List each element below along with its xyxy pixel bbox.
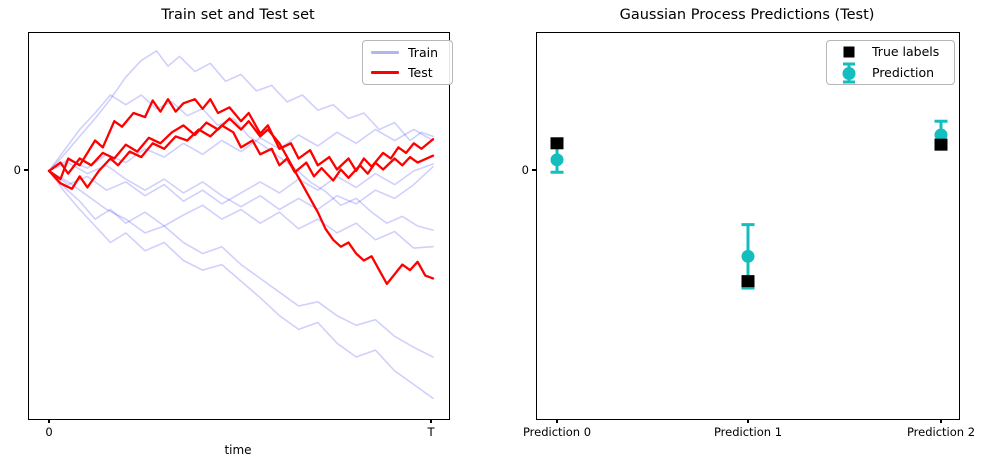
train-path	[48, 163, 434, 205]
prediction-mean-marker	[741, 249, 755, 263]
true-labels-marker-zone	[835, 44, 863, 61]
true-label-marker	[934, 138, 948, 151]
gp-predictions-axes	[536, 32, 960, 420]
black-square-icon	[843, 46, 855, 58]
true-labels-legend-label: True labels	[872, 44, 940, 59]
test-line-icon	[371, 71, 399, 74]
train-test-axes	[28, 32, 450, 420]
legend-row-test: Test	[371, 65, 443, 81]
errorbar-circle-icon	[842, 62, 856, 84]
legend-row-prediction: Prediction	[835, 62, 945, 84]
prediction-mean-marker	[550, 153, 564, 167]
right-ytick-label: 0	[521, 163, 529, 177]
train-path	[48, 170, 434, 249]
test-path	[47, 124, 435, 190]
gp-predictions-plot-canvas	[550, 119, 948, 290]
left-xaxis-label: time	[224, 443, 252, 457]
true-label-marker	[550, 137, 564, 150]
legend-row-train: Train	[371, 45, 443, 61]
train-test-legend: Train Test	[362, 40, 453, 85]
right-xtick-mark-0	[556, 419, 558, 423]
right-xtick-label-2: Prediction 2	[906, 425, 976, 439]
train-path	[48, 94, 434, 231]
right-plot-title: Gaussian Process Predictions (Test)	[619, 7, 875, 23]
right-ytick-mark	[532, 169, 536, 171]
legend-row-true-labels: True labels	[835, 44, 945, 61]
left-xtick-mark-T	[430, 419, 432, 423]
left-xtick-label-T: T	[427, 425, 435, 439]
right-xtick-label-1: Prediction 1	[713, 425, 783, 439]
prediction-marker-zone	[835, 62, 863, 84]
test-path	[47, 98, 435, 181]
right-xtick-mark-2	[940, 419, 942, 423]
train-test-plot-canvas	[47, 50, 435, 400]
test-path	[47, 117, 435, 286]
left-xtick-mark-0	[48, 419, 50, 423]
train-path	[48, 170, 434, 400]
prediction-legend-label: Prediction	[872, 65, 935, 80]
true-label-marker	[741, 275, 755, 288]
train-legend-label: Train	[408, 44, 438, 60]
left-ytick-mark	[24, 169, 28, 171]
train-line-icon	[371, 51, 399, 54]
test-legend-label: Test	[408, 64, 433, 80]
prediction-mean-marker	[934, 128, 948, 142]
train-path	[48, 50, 434, 172]
gp-predictions-legend: True labels Prediction	[826, 40, 955, 85]
left-ytick-label: 0	[13, 163, 21, 177]
right-xtick-label-0: Prediction 0	[522, 425, 592, 439]
train-path	[48, 161, 434, 211]
left-xtick-label-0: 0	[45, 425, 53, 439]
train-path	[48, 170, 434, 358]
left-plot-title: Train set and Test set	[161, 7, 315, 23]
right-xtick-mark-1	[747, 419, 749, 423]
